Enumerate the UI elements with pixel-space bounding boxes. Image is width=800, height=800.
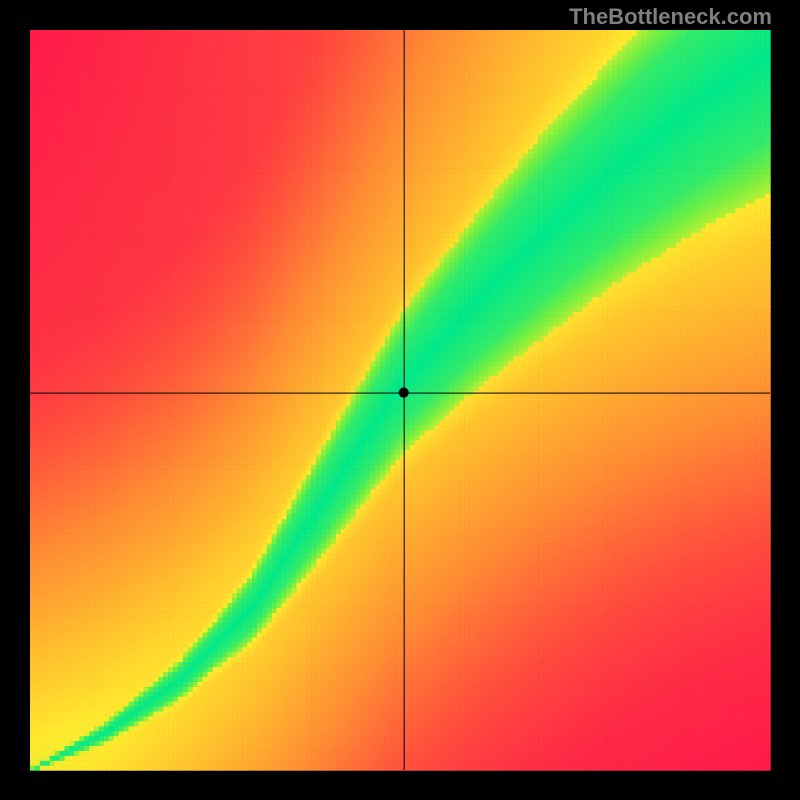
chart-container: TheBottleneck.com [0,0,800,800]
watermark-text: TheBottleneck.com [569,4,772,30]
heatmap-canvas [0,0,800,800]
